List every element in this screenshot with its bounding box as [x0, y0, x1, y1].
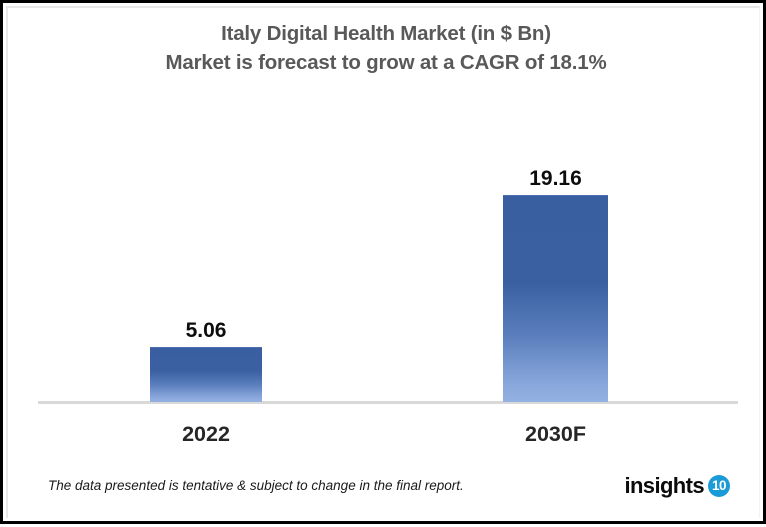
bar-value-label: 19.16: [529, 167, 582, 190]
logo-badge-icon: 10: [708, 474, 730, 497]
x-axis-line: [38, 401, 738, 404]
chart-title: Italy Digital Health Market (in $ Bn): [221, 22, 551, 45]
bar-2030f[interactable]: [503, 195, 608, 402]
bar-2022[interactable]: [150, 347, 262, 402]
logo-wordmark: insights: [624, 473, 704, 498]
chart-subtitle: Market is forecast to grow at a CAGR of …: [165, 51, 607, 74]
plot-area: 5.06 2022 19.16 2030F: [3, 3, 766, 527]
x-tick-label-2030f: 2030F: [525, 422, 586, 446]
x-tick-label-2022: 2022: [182, 422, 230, 446]
disclaimer-text: The data presented is tentative & subjec…: [48, 478, 464, 493]
insights10-logo: insights 10: [624, 474, 730, 497]
bar-value-label: 5.06: [185, 319, 227, 342]
chart-title-block: Italy Digital Health Market (in $ Bn) Ma…: [3, 19, 766, 77]
